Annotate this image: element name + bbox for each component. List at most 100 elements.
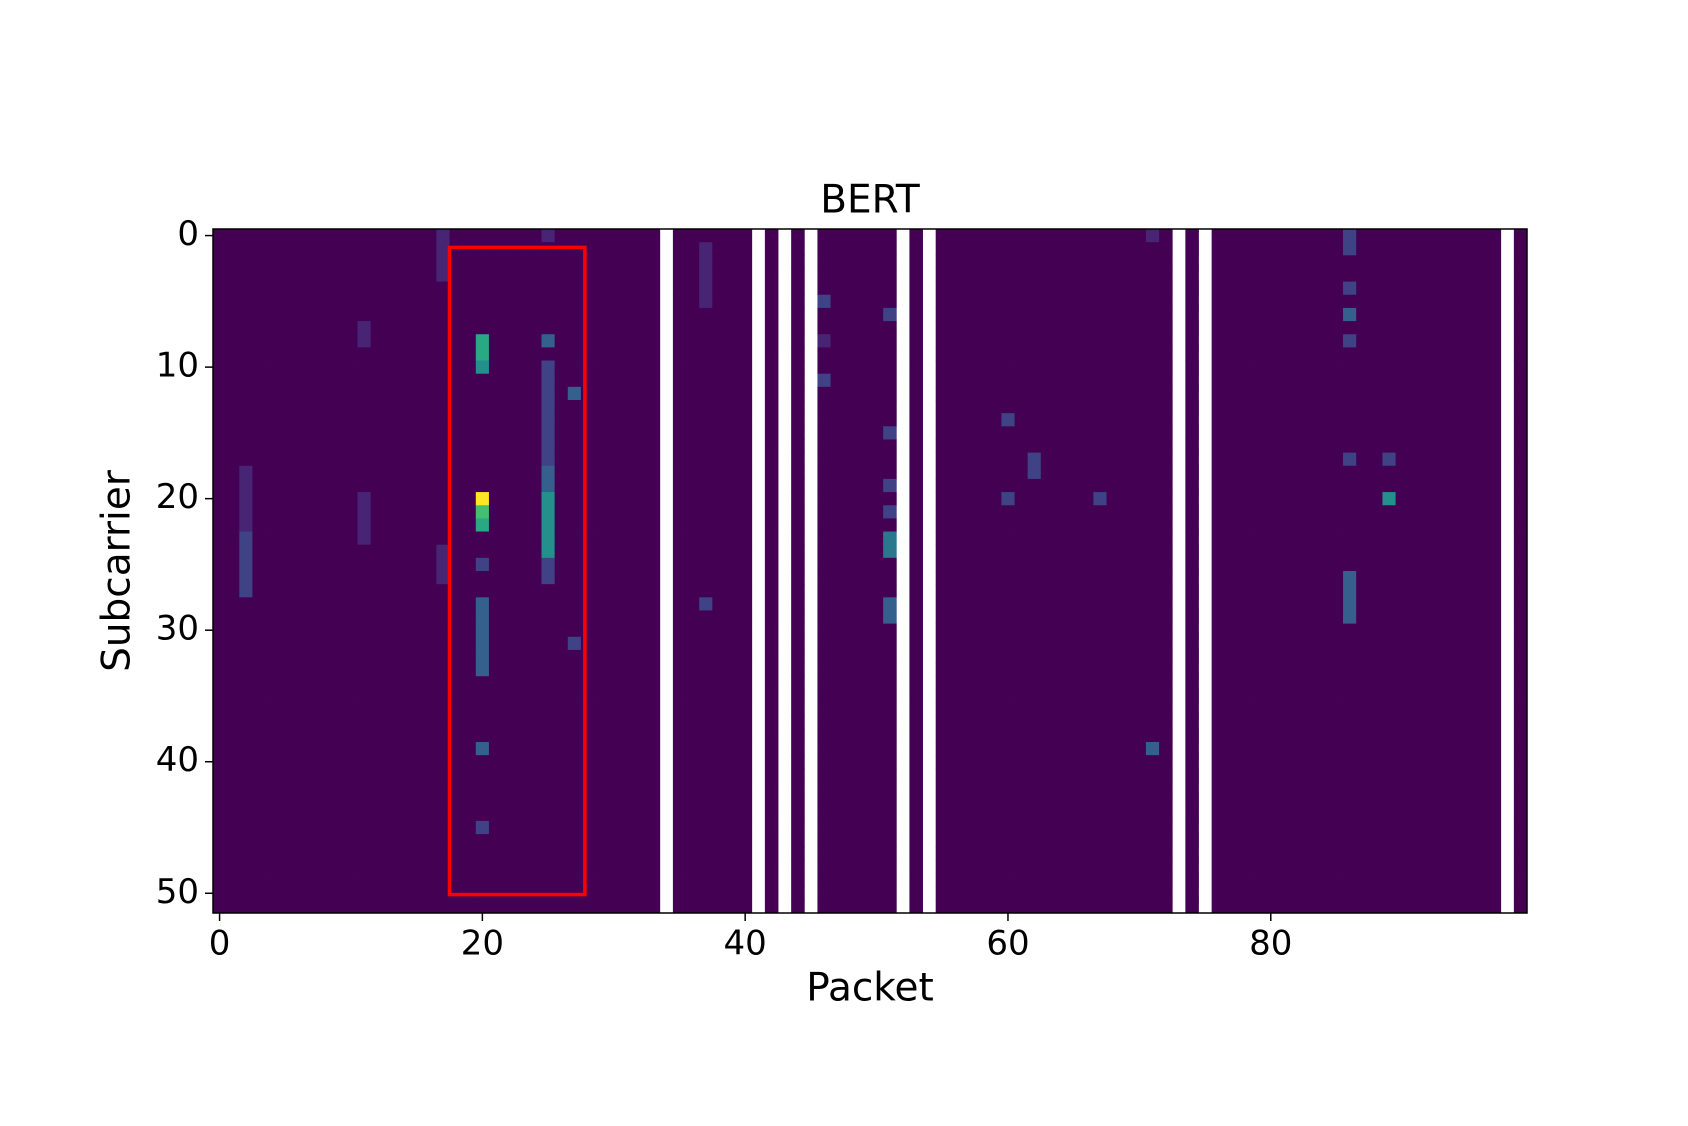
heat-cell [436,636,450,651]
heat-cell [423,386,437,401]
heat-cell [1145,820,1160,835]
heat-cell [1067,505,1081,519]
heat-cell [304,505,319,519]
heat-cell [1316,400,1331,414]
heat-cell [331,571,345,585]
heat-cell [278,347,293,361]
heat-cell [1487,413,1502,427]
heat-cell [1067,689,1081,703]
heat-cell [791,873,805,888]
heat-cell [1343,636,1357,651]
heat-cell [528,649,542,664]
heat-cell [712,492,726,506]
heat-cell [554,623,569,638]
heat-cell [1303,452,1318,467]
heat-cell [1277,307,1291,322]
heat-cell [594,452,608,467]
heat-cell [488,400,503,414]
heat-cell [226,847,240,861]
heat-cell [396,321,411,335]
heat-cell [344,439,358,454]
heat-cell [1329,268,1344,283]
heat-cell [1290,347,1305,361]
heat-cell [239,465,253,480]
chart-title: BERT [820,178,920,223]
heat-cell [278,755,293,769]
heat-cell [1277,820,1291,835]
heat-cell [646,544,661,559]
heat-cell [594,649,608,664]
heat-cell [1027,807,1042,822]
heat-cell [686,452,700,467]
heat-cell [344,557,358,572]
heat-cell [357,307,372,322]
heat-cell [1027,715,1042,730]
heat-cell [1408,728,1423,743]
heat-cell [1106,426,1121,440]
heat-cell [1119,728,1134,743]
heat-cell [646,294,661,309]
heat-cell [528,584,542,598]
heat-cell [541,307,556,322]
heat-cell [1237,531,1252,546]
heat-cell [1001,373,1015,388]
heat-cell [554,689,569,703]
heat-cell [383,886,398,901]
heat-cell [515,820,529,835]
heat-cell [1329,834,1344,848]
heat-cell [1027,794,1042,809]
heat-cell [791,242,805,256]
heat-cell [436,755,450,769]
heat-cell [1408,899,1423,914]
heat-cell [1053,742,1068,756]
heat-cell [239,268,253,283]
heat-cell [554,347,569,361]
heat-cell [843,886,858,901]
heat-cell [1185,820,1199,835]
heat-cell [252,781,266,796]
heat-cell [1001,544,1015,559]
heat-cell [843,702,858,717]
heat-cell [1395,505,1410,519]
heat-cell [1303,518,1318,532]
heat-cell [948,610,963,625]
heat-cell [278,715,293,730]
heat-cell [856,229,871,243]
heat-cell [961,807,976,822]
heat-cell [1093,478,1107,493]
heat-cell [580,518,595,532]
heat-cell [909,873,923,888]
heat-cell [975,820,989,835]
heat-cell [764,663,779,677]
heat-cell [1053,347,1068,361]
heat-cell [304,860,319,874]
heat-cell [304,728,319,743]
heat-cell [1027,229,1042,243]
heat-cell [1356,321,1370,335]
heat-cell [1290,571,1305,585]
heat-cell [436,860,450,874]
heat-cell [318,689,332,703]
heat-cell [1106,518,1121,532]
heat-cell [318,742,332,756]
heat-cell [252,557,266,572]
heat-cell [1356,834,1370,848]
heat-cell [1290,505,1305,519]
heat-cell [213,557,227,572]
heat-cell [975,886,989,901]
heat-cell [1251,742,1265,756]
heat-cell [396,820,411,835]
heat-cell [935,347,950,361]
heat-cell [1277,715,1291,730]
heat-cell [1290,281,1305,296]
heat-cell [1395,400,1410,414]
heat-cell [1014,689,1029,703]
heat-cell [1040,492,1055,506]
heat-cell [1408,636,1423,651]
heat-cell [909,899,923,914]
heat-cell [712,689,726,703]
heat-cell [1093,742,1107,756]
heat-cell [462,505,477,519]
heat-cell [909,702,923,717]
heat-cell [1421,820,1436,835]
